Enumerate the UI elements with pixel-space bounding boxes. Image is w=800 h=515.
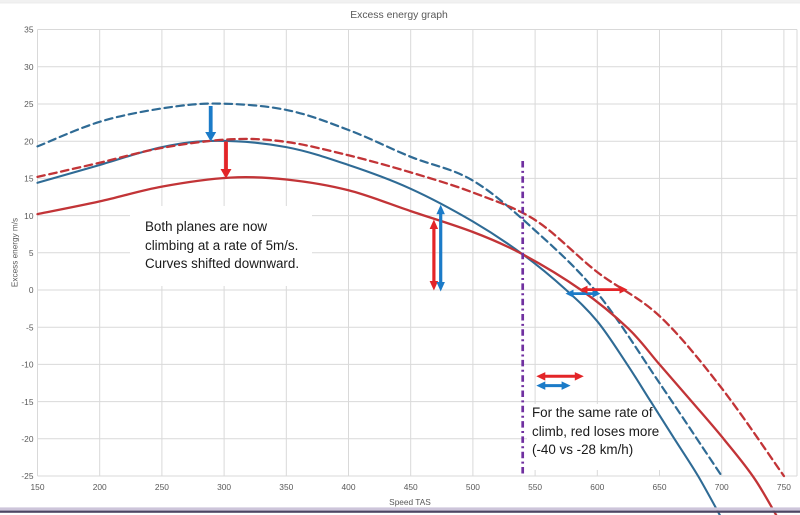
svg-text:-20: -20 (21, 434, 33, 444)
svg-text:-25: -25 (21, 471, 33, 481)
svg-text:550: 550 (528, 482, 542, 492)
svg-text:30: 30 (24, 62, 34, 72)
svg-text:35: 35 (24, 25, 34, 35)
svg-text:700: 700 (715, 482, 729, 492)
svg-text:450: 450 (404, 482, 418, 492)
svg-text:350: 350 (279, 482, 293, 492)
svg-text:750: 750 (777, 482, 791, 492)
svg-text:300: 300 (217, 482, 231, 492)
svg-text:-10: -10 (21, 360, 33, 370)
svg-text:Excess energy m/s: Excess energy m/s (10, 218, 19, 287)
svg-text:15: 15 (24, 174, 34, 184)
svg-text:600: 600 (590, 482, 604, 492)
svg-text:200: 200 (93, 482, 107, 492)
svg-text:5: 5 (29, 248, 34, 258)
svg-text:-15: -15 (21, 397, 33, 407)
svg-text:Excess energy graph: Excess energy graph (350, 10, 448, 21)
svg-text:400: 400 (342, 482, 356, 492)
svg-text:250: 250 (155, 482, 169, 492)
svg-text:-5: -5 (26, 322, 34, 332)
svg-text:Speed TAS: Speed TAS (389, 497, 431, 507)
svg-text:10: 10 (24, 211, 34, 221)
svg-text:500: 500 (466, 482, 480, 492)
svg-text:0: 0 (29, 285, 34, 295)
svg-text:20: 20 (24, 136, 34, 146)
svg-text:25: 25 (24, 99, 34, 109)
svg-text:650: 650 (653, 482, 667, 492)
svg-text:150: 150 (31, 482, 45, 492)
